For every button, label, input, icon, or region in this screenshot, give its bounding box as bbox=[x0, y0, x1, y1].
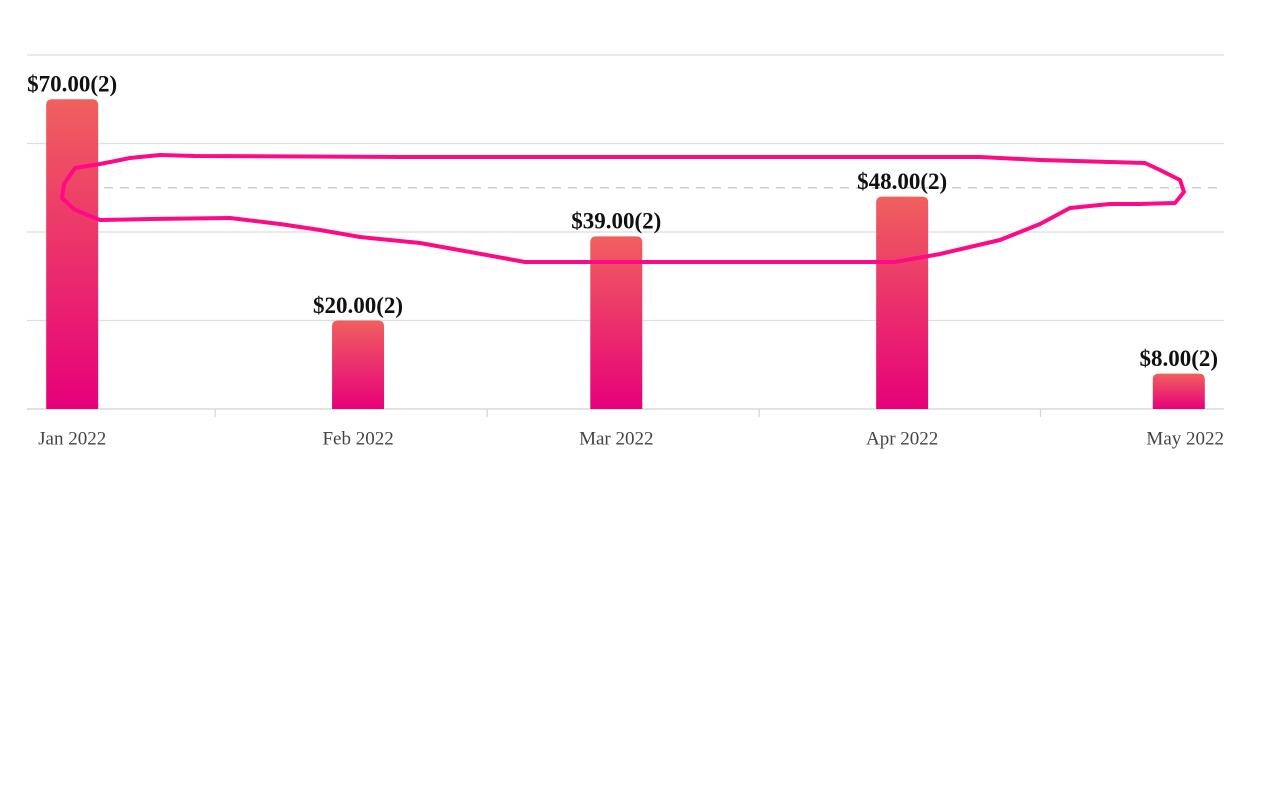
grid: Jan 2022 Feb 2022 Mar 2022 Apr 2022 May 2022 bbox=[27, 54, 1224, 449]
marks: $70.00(2) $20.00(2) $39.00(2) $48.00(2) $8.0… bbox=[27, 72, 1218, 409]
x-tick-label: Feb 2022 bbox=[322, 428, 393, 449]
bar bbox=[590, 236, 643, 409]
value-label: $20.00(2) bbox=[313, 293, 403, 318]
bar bbox=[876, 196, 929, 409]
x-tick-label: Jan 2022 bbox=[38, 428, 106, 449]
x-tick-label: Apr 2022 bbox=[866, 428, 938, 449]
value-label: $48.00(2) bbox=[857, 169, 947, 194]
bar bbox=[332, 320, 385, 409]
value-label: $70.00(2) bbox=[27, 72, 117, 97]
value-label: $39.00(2) bbox=[571, 209, 661, 234]
hand-drawn-annotation bbox=[60, 153, 1186, 264]
x-tick-label: May 2022 bbox=[1146, 428, 1224, 449]
value-label: $8.00(2) bbox=[1140, 346, 1219, 371]
bar bbox=[46, 99, 99, 409]
x-tick-label: Mar 2022 bbox=[579, 428, 653, 449]
bar bbox=[1152, 373, 1205, 409]
